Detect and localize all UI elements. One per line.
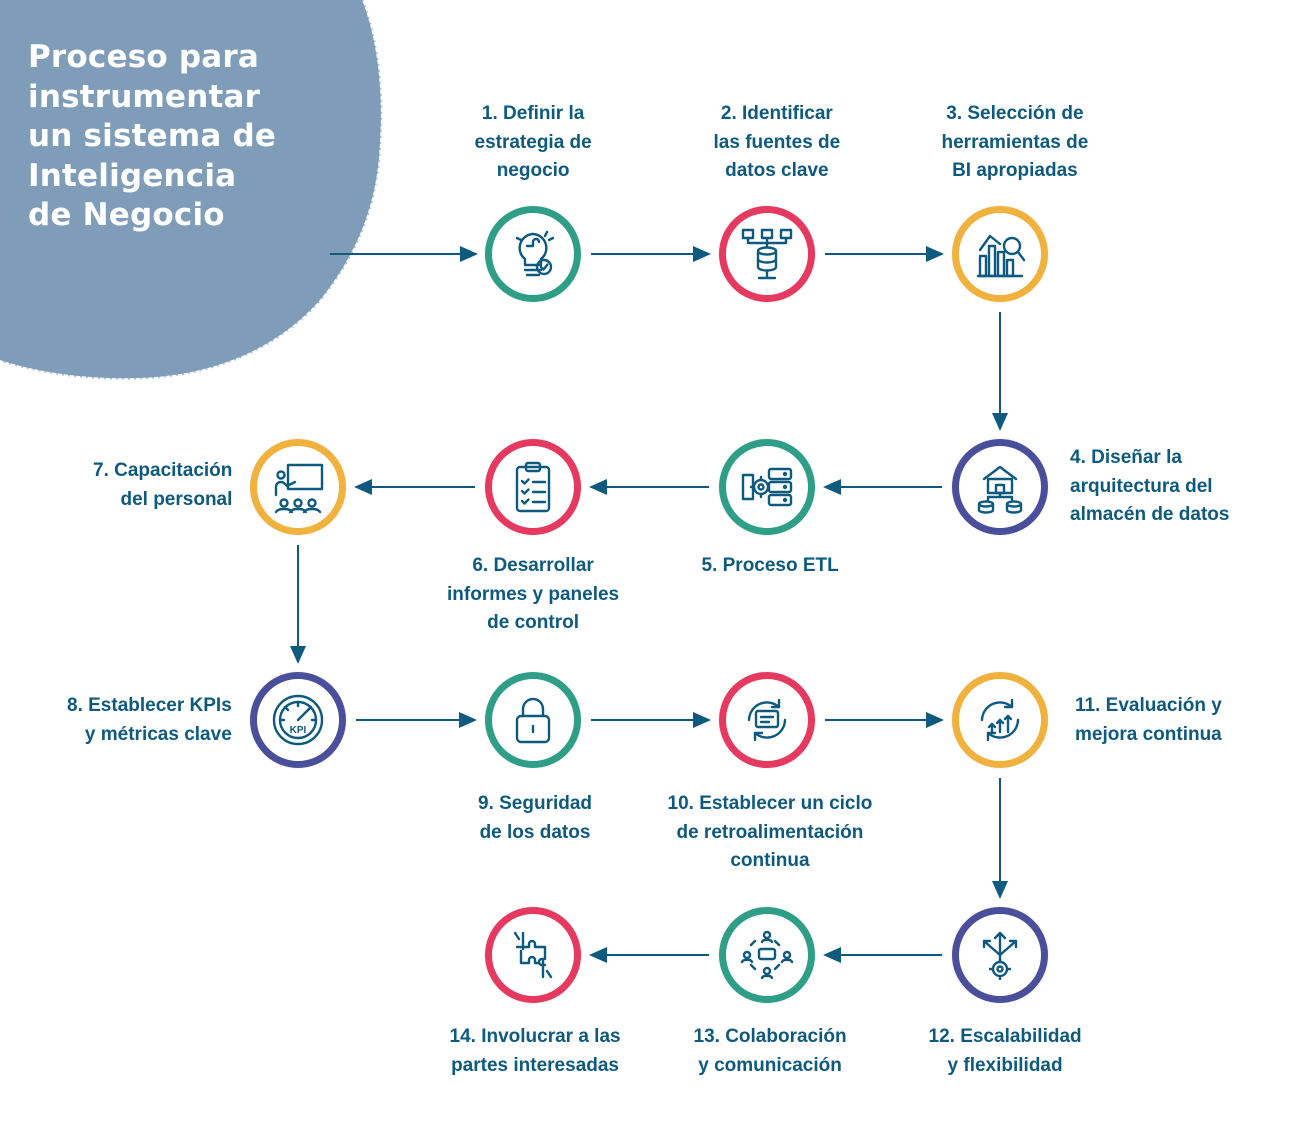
step-1-node [485,206,581,302]
step-10-label: 10. Establecer un ciclo de retroalimentac… [668,790,873,876]
step-1-label-line: 1. Definir la [481,103,585,124]
title-line-5: de Negocio [28,197,225,233]
step-4-label: 4. Diseñar la arquitectura del almacén de … [1070,444,1229,530]
step-2-label-line: datos clave [725,160,829,181]
step-10-label-line: continua [730,850,810,871]
step-9-label-line: de los datos [479,821,591,843]
step-12-label-line: y flexibilidad [947,1054,1063,1076]
step-14-node [485,907,581,1003]
step-9-node [485,672,581,768]
step-3-label: 3. Selección de herramientas de BI apropia… [942,100,1089,186]
step-12-label-line: 12. Escalabilidad [928,1026,1082,1047]
step-10-node [719,672,815,768]
step-5-node [719,439,815,535]
step-6-label-line: informes y paneles [447,583,620,605]
warehouse-database-icon [977,465,1023,514]
step-6-label-line: 6. Desarrollar [472,555,594,576]
step-8-label-line: y métricas clave [84,723,232,745]
step-9-label-line: 9. Seguridad [478,793,593,814]
step-4-label-line: almacén de datos [1070,504,1230,525]
feedback-cycle-icon [747,698,787,742]
svg-text:KPI: KPI [290,725,307,736]
growth-cycle-icon [980,698,1020,742]
step-4-node [952,439,1048,535]
step-13-node [719,907,815,1003]
step-14-label: 14. Involucrar a las partes interesadas [450,1023,621,1080]
padlock-icon [515,697,551,744]
arrows-gear-icon [982,931,1018,981]
step-2-node [719,206,815,302]
step-1-label: 1. Definir la estrategia de negocio [475,100,592,186]
step-13-label-line: 13. Colaboración [693,1026,847,1047]
step-3-label-line: herramientas de [941,131,1089,153]
kpi-gauge-icon: KPI [272,694,324,746]
step-3-node [952,206,1048,302]
step-7-node [250,439,346,535]
step-10-label-line: de retroalimentación [676,821,864,843]
step-5-label: 5. Proceso ETL [702,552,839,581]
title-line-4: Inteligencia [28,157,237,194]
server-gear-icon [741,467,793,507]
title-line-2: instrumentar [28,78,261,115]
step-3-label-line: BI apropiadas [952,160,1078,181]
step-1-label-line: estrategia de [474,131,592,153]
chart-magnifier-icon [976,234,1026,278]
step-2-label-line: 2. Identificar [720,103,833,124]
puzzle-bulb-icon [515,230,555,277]
training-board-icon [274,463,324,514]
step-11-node [952,672,1048,768]
step-8-label-line: 8. Establecer KPIs [67,695,232,716]
step-7-label-line: del personal [120,488,233,510]
step-8-node: KPI [250,672,346,768]
step-12-label: 12. Escalabilidad y flexibilidad [929,1023,1082,1080]
puzzle-hands-icon [513,931,553,979]
title-blob [0,0,383,380]
step-1-label-line: negocio [496,160,570,181]
step-9-label: 9. Seguridad de los datos [478,790,592,847]
step-11-label-line: 11. Evaluación y [1075,695,1222,716]
step-7-label: 7. Capacitación del personal [93,457,232,514]
diagram-title: Proceso para instrumentar un sistema de … [28,38,328,236]
step-14-label-line: 14. Involucrar a las [449,1026,621,1047]
step-10-label-line: 10. Establecer un ciclo [667,793,873,814]
title-line-1: Proceso para [28,39,259,75]
step-5-label-line: 5. Proceso ETL [701,555,839,576]
step-6-node [485,439,581,535]
step-4-label-line: arquitectura del [1070,475,1213,497]
step-7-label-line: 7. Capacitación [93,460,233,481]
clipboard-checklist-icon [515,461,551,513]
step-8-label: 8. Establecer KPIs y métricas clave [67,692,232,749]
database-network-icon [741,228,793,280]
title-line-3: un sistema de [28,118,277,154]
step-13-label-line: y comunicación [698,1054,842,1076]
step-3-label-line: 3. Selección de [946,103,1084,124]
step-11-label: 11. Evaluación y mejora continua [1075,692,1222,749]
step-4-label-line: 4. Diseñar la [1070,447,1182,468]
step-6-label-line: de control [487,612,579,633]
step-11-label-line: mejora continua [1075,723,1222,745]
step-2-label-line: las fuentes de [713,131,841,153]
step-12-node [952,907,1048,1003]
step-6-label: 6. Desarrollar informes y paneles de contr… [447,552,619,638]
step-2-label: 2. Identificar las fuentes de datos clave [714,100,841,186]
step-14-label-line: partes interesadas [451,1054,619,1076]
step-13-label: 13. Colaboración y comunicación [694,1023,847,1080]
team-chat-icon [740,930,794,980]
